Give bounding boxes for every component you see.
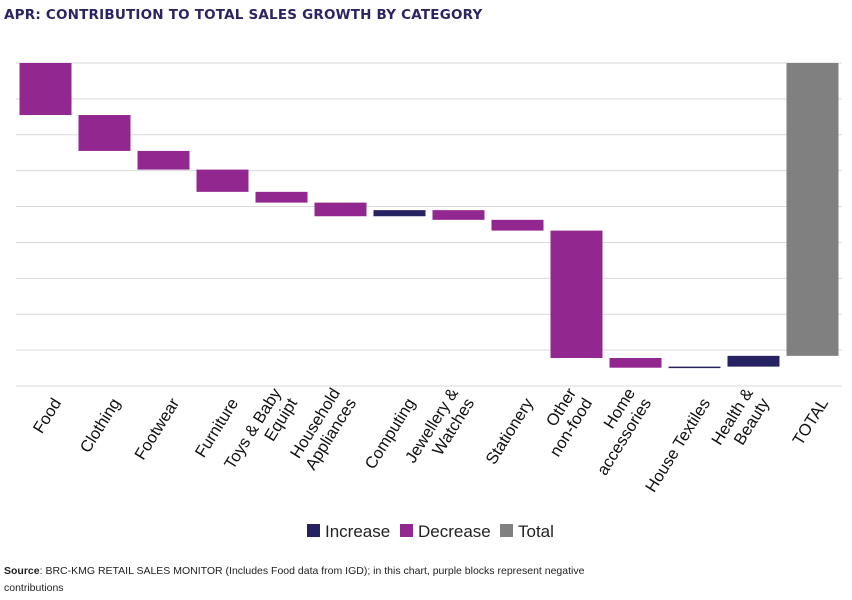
bars [19,63,839,369]
x-tick-label-line: Stationery [482,395,537,468]
legend-swatch-increase [307,524,320,537]
x-tick-label: Health &Beauty [708,385,773,459]
source-text: : BRC-KMG RETAIL SALES MONITOR (Includes… [4,565,585,594]
bar-increase [727,355,780,367]
bar-decrease [137,150,190,170]
bar-decrease [19,63,72,116]
x-tick-label: Clothing [77,395,124,456]
x-tick-label: House Textiles [642,395,714,495]
x-tick-label: HouseholdAppliances [286,385,360,473]
bar-decrease [491,219,544,231]
legend-label-decrease: Decrease [418,522,491,541]
x-tick-label-line: House Textiles [642,395,714,495]
bar-increase [373,210,426,217]
x-tick-label: Homeaccessories [578,385,656,478]
x-tick-label-line: Clothing [77,395,124,456]
x-tick-label: TOTAL [789,395,832,448]
x-tick-label-line: TOTAL [789,395,832,448]
legend-swatch-decrease [400,524,413,537]
legend: Increase Decrease Total [307,522,554,541]
bar-decrease [609,358,662,368]
bar-decrease [255,191,308,203]
bar-decrease [550,230,603,359]
source-note: Source: BRC-KMG RETAIL SALES MONITOR (In… [4,563,604,597]
x-tick-label: Stationery [482,395,537,468]
legend-swatch-total [500,524,513,537]
gridlines [16,62,842,387]
x-tick-label: Food [30,395,65,436]
legend-label-increase: Increase [325,522,390,541]
bar-decrease [314,202,367,217]
chart-title: APR: CONTRIBUTION TO TOTAL SALES GROWTH … [4,7,483,23]
bar-total [786,63,839,356]
x-tick-label: Jewellery &Watches [402,385,478,476]
x-tick-label: Othernon-food [530,385,596,460]
bar-increase [668,366,721,369]
x-tick-label-line: Footwear [131,395,183,463]
bar-decrease [196,169,249,192]
legend-label-total: Total [518,522,554,541]
source-label: Source [4,565,40,577]
x-tick-label: Footwear [131,395,183,463]
x-tick-label-line: Food [30,395,65,436]
bar-decrease [78,115,131,151]
bar-decrease [432,210,485,220]
